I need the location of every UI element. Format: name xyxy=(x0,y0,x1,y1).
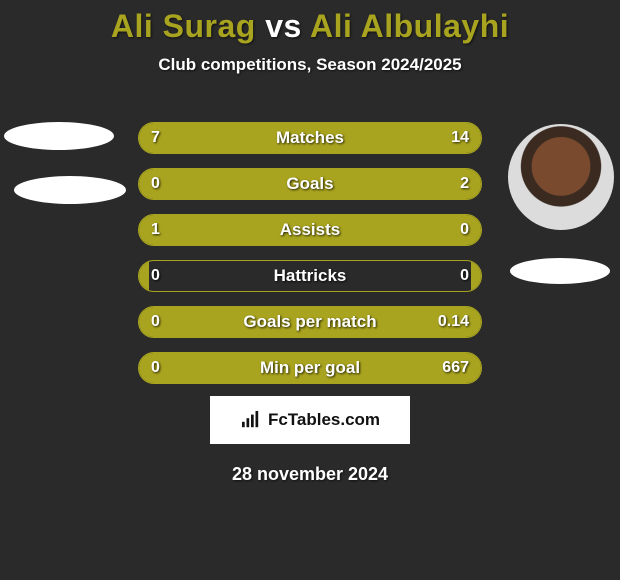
stat-row: 714Matches xyxy=(138,122,482,154)
stat-bar-right xyxy=(471,261,481,291)
stat-bars: 714Matches02Goals10Assists00Hattricks00.… xyxy=(138,122,482,398)
comparison-infographic: Ali Surag vs Ali Albulayhi Club competit… xyxy=(0,0,620,580)
avatar-placeholder-blob xyxy=(14,176,126,204)
stat-value-left: 0 xyxy=(151,307,160,337)
stat-row: 0 0Hattricks xyxy=(138,260,482,292)
stat-value-left: 7 xyxy=(151,123,160,153)
avatar-placeholder-blob xyxy=(510,258,610,284)
stat-value-left: 0 xyxy=(151,353,160,383)
stat-value-left: 0 xyxy=(151,261,160,291)
title-vs: vs xyxy=(265,8,302,44)
stat-row: 10Assists xyxy=(138,214,482,246)
stat-row: 02Goals xyxy=(138,168,482,200)
date-text: 28 november 2024 xyxy=(0,464,620,485)
stat-bar-left xyxy=(139,307,149,337)
subtitle: Club competitions, Season 2024/2025 xyxy=(0,55,620,75)
stat-label: Hattricks xyxy=(139,261,481,291)
stat-value-right: 0.14 xyxy=(438,307,469,337)
page-title: Ali Surag vs Ali Albulayhi xyxy=(0,0,620,45)
stat-bar-left xyxy=(139,261,149,291)
stat-bar-left xyxy=(139,215,471,245)
stat-value-right: 667 xyxy=(442,353,469,383)
stat-bar-right xyxy=(252,123,481,153)
stat-value-right: 14 xyxy=(451,123,469,153)
stat-value-left: 1 xyxy=(151,215,160,245)
stat-bar-right xyxy=(471,215,481,245)
brand-chart-icon xyxy=(240,411,262,429)
brand-text: FcTables.com xyxy=(268,410,380,430)
stat-bar-right xyxy=(149,169,481,199)
brand-badge: FcTables.com xyxy=(210,396,410,444)
stat-value-right: 0 xyxy=(460,261,469,291)
stat-bar-left xyxy=(139,169,149,199)
player1-name: Ali Surag xyxy=(111,8,256,44)
stat-bar-right xyxy=(149,353,481,383)
stat-bar-left xyxy=(139,353,149,383)
stat-row: 00.14Goals per match xyxy=(138,306,482,338)
date-block: 28 november 2024 xyxy=(0,452,620,485)
stat-value-right: 0 xyxy=(460,215,469,245)
avatar-placeholder-blob xyxy=(4,122,114,150)
player2-avatar xyxy=(508,124,614,230)
stat-bar-right xyxy=(149,307,481,337)
stat-value-right: 2 xyxy=(460,169,469,199)
stat-row: 0667Min per goal xyxy=(138,352,482,384)
stat-value-left: 0 xyxy=(151,169,160,199)
player2-name: Ali Albulayhi xyxy=(310,8,509,44)
